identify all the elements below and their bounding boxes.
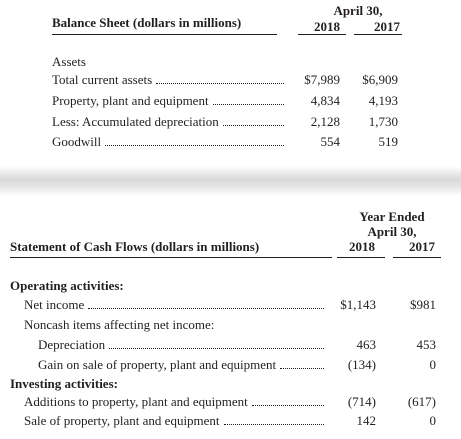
- value: 554: [320, 134, 341, 149]
- dot-leader: [156, 83, 284, 84]
- label: Additions to property, plant and equipme…: [24, 394, 248, 409]
- value: 2,128: [310, 114, 340, 129]
- dot-leader: [222, 125, 284, 126]
- dot-leader: [212, 104, 284, 105]
- dot-leader: [280, 368, 324, 369]
- line-item: Sale of property, plant and equipment: [24, 413, 327, 429]
- rule: [393, 257, 441, 258]
- year: 2018: [349, 239, 375, 254]
- label: Goodwill: [52, 134, 102, 149]
- period: April 30,: [333, 3, 383, 18]
- rule: [10, 257, 332, 258]
- value: 0: [429, 357, 437, 372]
- label: Total current assets: [52, 72, 153, 87]
- rule: [354, 34, 402, 35]
- value: 453: [416, 337, 437, 352]
- year: 2017: [374, 19, 400, 34]
- line-item: Total current assets: [52, 72, 287, 88]
- label: Net income: [24, 297, 85, 312]
- line-item: Additions to property, plant and equipme…: [24, 394, 327, 410]
- rule: [298, 34, 346, 35]
- section-heading: Noncash items affecting net income:: [24, 317, 215, 332]
- table-title: Balance Sheet (dollars in millions): [52, 15, 242, 30]
- value: 142: [356, 413, 377, 428]
- label: Sale of property, plant and equipment: [24, 413, 220, 428]
- line-item: Net income: [24, 297, 327, 313]
- value: 519: [378, 134, 399, 149]
- dot-leader: [223, 424, 324, 425]
- label: Depreciation: [38, 337, 106, 352]
- section-heading: Investing activities:: [10, 376, 118, 391]
- value: (714): [347, 394, 376, 409]
- dot-leader: [88, 308, 324, 309]
- line-item: Less: Accumulated depreciation: [52, 114, 287, 130]
- value: $1,143: [340, 297, 376, 312]
- rule: [52, 34, 277, 35]
- table-title: Statement of Cash Flows (dollars in mill…: [10, 239, 260, 254]
- value: (617): [407, 394, 436, 409]
- value: 1,730: [368, 114, 398, 129]
- label: Less: Accumulated depreciation: [52, 114, 219, 129]
- label: Property, plant and equipment: [52, 93, 209, 108]
- value: $6,909: [362, 72, 398, 87]
- separator: [0, 166, 461, 196]
- section-heading: Operating activities:: [10, 278, 124, 293]
- value: $7,989: [304, 72, 340, 87]
- year: 2018: [314, 19, 340, 34]
- period: Year Ended: [359, 209, 425, 224]
- value: 0: [429, 413, 437, 428]
- period: April 30,: [367, 224, 417, 239]
- label: Gain on sale of property, plant and equi…: [38, 357, 277, 372]
- year: 2017: [409, 239, 435, 254]
- value: 463: [356, 337, 377, 352]
- section-heading: Assets: [52, 54, 86, 69]
- dot-leader: [109, 348, 324, 349]
- line-item: Depreciation: [38, 337, 327, 353]
- line-item: Gain on sale of property, plant and equi…: [38, 357, 327, 373]
- line-item: Property, plant and equipment: [52, 93, 287, 109]
- value: $981: [410, 297, 436, 312]
- value: (134): [347, 357, 376, 372]
- rule: [337, 257, 385, 258]
- dot-leader: [105, 145, 284, 146]
- line-item: Goodwill: [52, 134, 287, 150]
- value: 4,834: [310, 93, 340, 108]
- dot-leader: [251, 405, 324, 406]
- value: 4,193: [368, 93, 398, 108]
